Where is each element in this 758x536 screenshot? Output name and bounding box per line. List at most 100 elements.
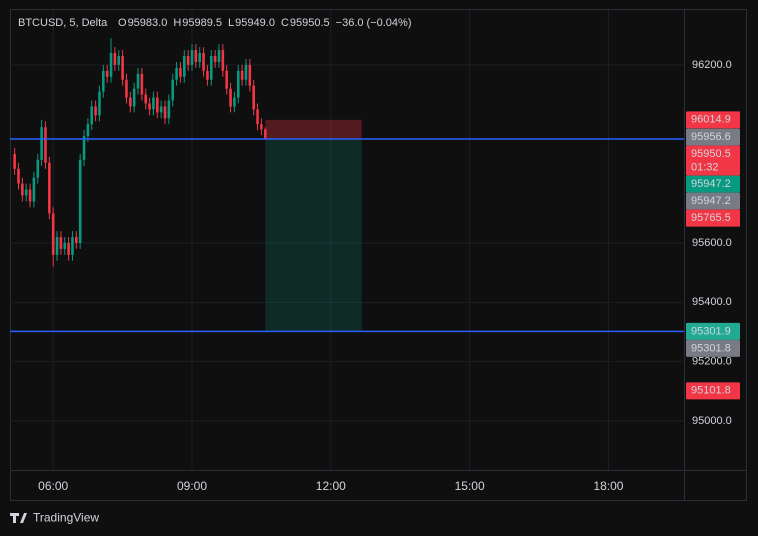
price-label-box [686,128,740,146]
candle-body [190,50,194,65]
candle-body [260,124,263,130]
candle-body [194,50,198,62]
candle-body [221,50,225,71]
candle-body [159,106,163,113]
candle-body [263,129,267,139]
candle-body [102,70,105,92]
ohlc-key: L [228,17,234,29]
price-label: 95956.6 [691,131,731,143]
x-tick-label: 06:00 [38,479,68,493]
tradingview-logo: TradingView [10,511,99,525]
candle-body [213,56,217,62]
candle-body [86,124,90,137]
price-label-box [686,322,740,340]
candle-body [175,67,178,80]
candle-body [48,162,51,214]
x-tick-label: 12:00 [316,479,346,493]
candle-body [209,56,213,80]
candle-body [24,189,28,196]
candle-body [90,106,94,125]
candle-body [155,97,159,113]
candle-body [63,242,67,249]
candle-body [82,136,86,160]
frame [10,9,747,501]
price-label: 95301.8 [691,342,731,354]
ohlc-key: O [118,17,127,29]
candle-body [256,109,259,125]
ohlc-value: 95983.0 [128,17,168,29]
candle-body [140,73,144,95]
ohlc-key: C [281,17,289,29]
candle-body [217,50,221,62]
price-label-box [686,192,740,210]
candle-body [167,100,171,119]
candle-body [198,53,202,62]
x-tick-label: 15:00 [455,479,485,493]
candle-body [94,106,97,116]
candle-body [78,159,82,243]
price-label: 96014.9 [691,114,731,126]
candle-body [28,189,32,202]
logo-mark [10,513,27,523]
countdown: 01:32 [691,162,719,174]
stop-zone [265,119,362,140]
candle-body [105,70,109,77]
price-label-box [686,111,740,129]
candle-body [225,70,228,89]
candle-body [75,237,78,243]
x-tick-label: 09:00 [177,479,207,493]
price-label-box [686,382,740,400]
price-label: 95947.2 [691,195,731,207]
candle-body [44,127,47,163]
candle-body [236,70,240,98]
candle-body [32,177,36,202]
candle-body [186,56,190,65]
price-label-box [686,209,740,227]
price-label: 95301.9 [691,325,731,337]
price-label-box [686,145,740,176]
candle-body [109,53,113,77]
price-label-box [686,339,740,357]
y-tick-label: 95600.0 [692,237,732,249]
candle-body [132,88,136,107]
price-label: 95947.2 [691,178,731,190]
price-label-box [686,175,740,193]
candle-body [121,56,124,80]
candle-body [248,64,252,86]
candle-body [182,56,186,77]
price-label: 95950.5 [691,148,731,160]
target-zone [265,139,362,332]
candle-body [244,64,248,80]
candle-body [36,159,40,178]
x-tick-label: 18:00 [593,479,623,493]
ohlc-value: 95949.0 [235,17,275,29]
y-tick-label: 95000.0 [692,415,732,427]
ohlc-value: 95989.5 [182,17,222,29]
y-tick-label: 96200.0 [692,59,732,71]
candle-body [117,56,121,65]
candle-body [144,94,148,104]
candle-body [129,97,132,107]
candle-body [13,153,16,169]
candle-body [136,73,140,89]
candle-body [179,67,182,77]
chart-title: BTCUSD, 5, Delta [18,17,108,29]
candle-body [59,237,63,249]
candle-body [67,242,70,255]
candle-body [71,237,74,255]
candle-body [113,53,117,65]
candle-body [202,53,205,71]
ohlc-key: H [173,17,181,29]
candle-body [21,183,24,196]
candle-body [40,127,43,160]
candle-body [163,106,167,119]
y-tick-label: 95400.0 [692,296,732,308]
price-label: 95765.5 [691,212,731,224]
price-label: 95101.8 [691,385,731,397]
candle-body [233,97,236,107]
candle-body [229,88,232,107]
y-tick-label: 95200.0 [692,356,732,368]
candle-body [240,70,244,80]
